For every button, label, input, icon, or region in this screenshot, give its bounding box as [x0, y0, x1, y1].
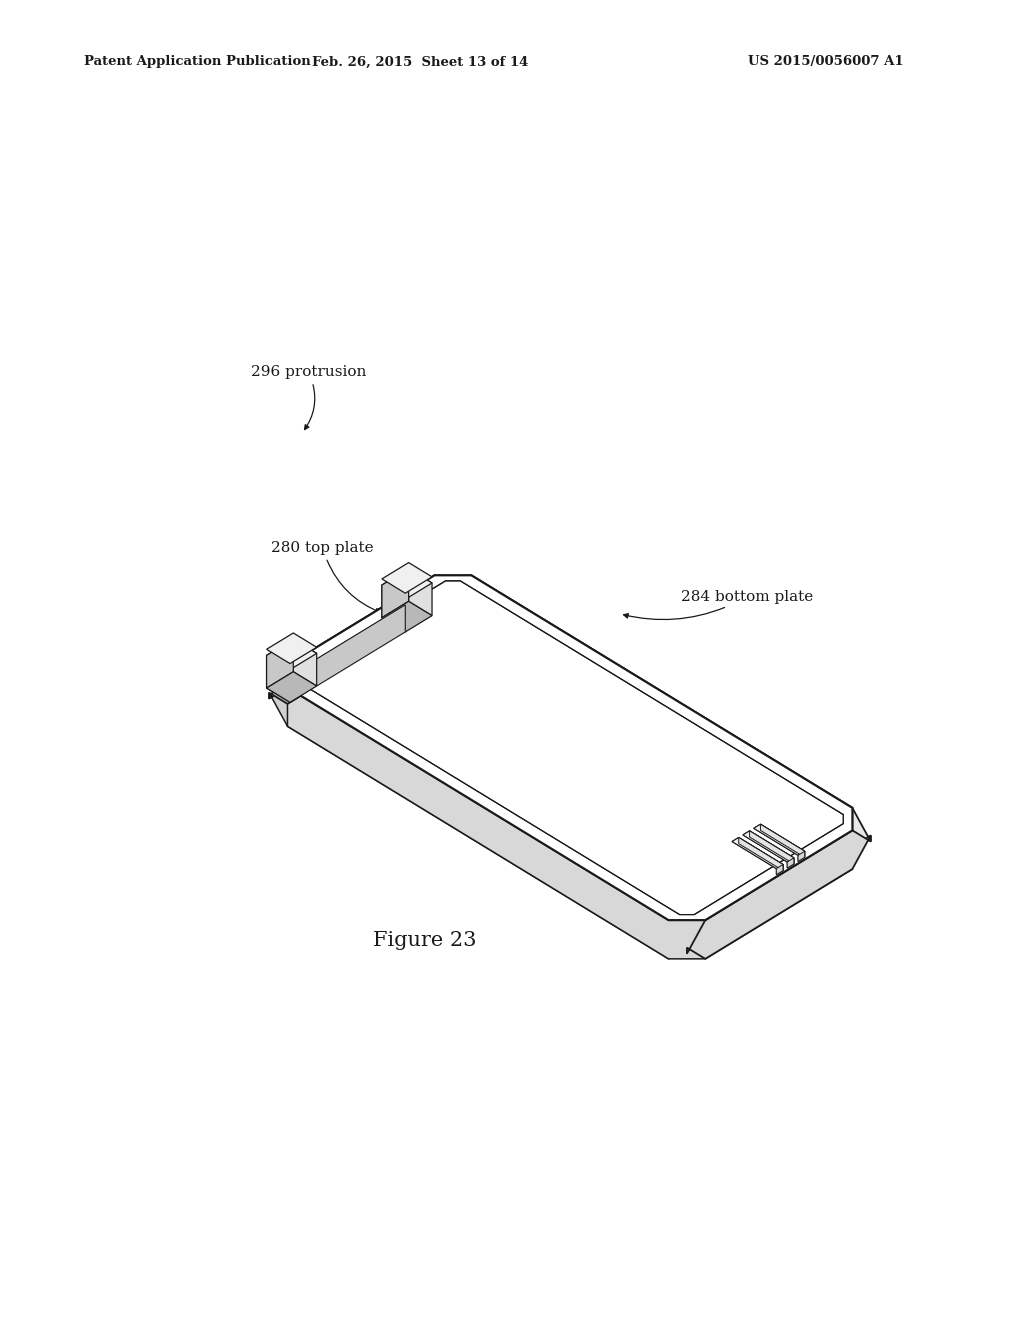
Text: US 2015/0056007 A1: US 2015/0056007 A1 [748, 55, 903, 69]
Polygon shape [266, 639, 293, 688]
Polygon shape [382, 585, 406, 632]
Polygon shape [266, 672, 316, 702]
Polygon shape [288, 614, 852, 958]
Polygon shape [776, 865, 783, 875]
Polygon shape [798, 851, 805, 862]
Polygon shape [761, 824, 805, 858]
Polygon shape [382, 562, 432, 593]
Polygon shape [266, 639, 316, 669]
Polygon shape [754, 824, 805, 855]
Text: 296 protrusion: 296 protrusion [562, 754, 766, 845]
Polygon shape [409, 569, 432, 615]
Polygon shape [382, 602, 432, 632]
Polygon shape [776, 865, 783, 875]
Polygon shape [732, 837, 783, 869]
Polygon shape [750, 830, 794, 865]
Text: 280 top plate: 280 top plate [271, 541, 380, 612]
Polygon shape [687, 830, 870, 958]
Polygon shape [738, 837, 783, 871]
Polygon shape [798, 851, 805, 862]
Polygon shape [732, 837, 783, 869]
Polygon shape [266, 656, 290, 702]
Polygon shape [787, 858, 794, 869]
Polygon shape [742, 830, 794, 862]
Text: 296 protrusion: 296 protrusion [251, 366, 367, 429]
Polygon shape [787, 858, 794, 869]
Text: Figure 23: Figure 23 [373, 931, 477, 949]
Polygon shape [761, 824, 805, 858]
Polygon shape [288, 576, 852, 920]
Polygon shape [742, 830, 794, 862]
Polygon shape [453, 576, 870, 846]
Polygon shape [269, 576, 453, 704]
Text: 284 bottom plate: 284 bottom plate [624, 590, 813, 619]
Polygon shape [269, 688, 687, 958]
Text: Patent Application Publication: Patent Application Publication [84, 55, 310, 69]
Polygon shape [288, 576, 852, 920]
Text: Feb. 26, 2015  Sheet 13 of 14: Feb. 26, 2015 Sheet 13 of 14 [311, 55, 528, 69]
Polygon shape [316, 605, 406, 686]
Polygon shape [266, 634, 316, 664]
Polygon shape [738, 837, 783, 871]
Polygon shape [382, 569, 409, 618]
Polygon shape [754, 824, 805, 855]
Polygon shape [293, 639, 316, 686]
Polygon shape [750, 830, 794, 865]
Polygon shape [382, 569, 432, 599]
